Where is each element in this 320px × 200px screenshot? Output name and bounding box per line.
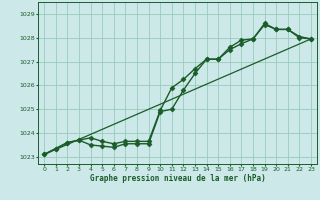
X-axis label: Graphe pression niveau de la mer (hPa): Graphe pression niveau de la mer (hPa) xyxy=(90,174,266,183)
